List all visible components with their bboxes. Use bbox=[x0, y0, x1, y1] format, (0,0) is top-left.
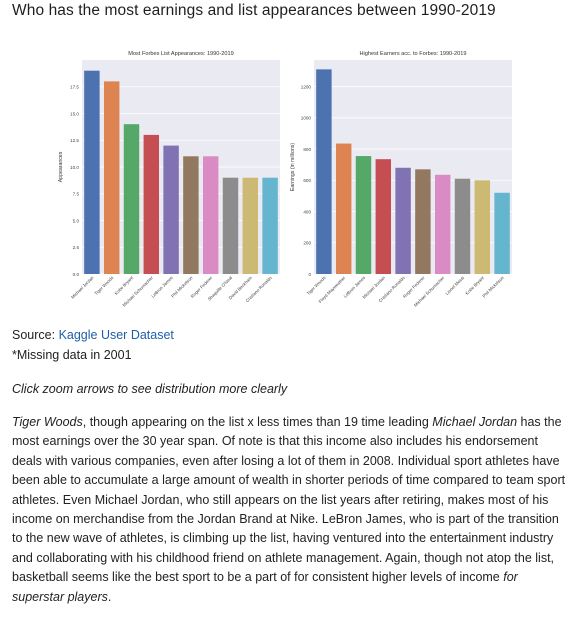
y-tick-label: 10.0 bbox=[70, 165, 79, 170]
y-tick-label: 200 bbox=[303, 241, 311, 246]
body-text-1: , though appearing on the list x less ti… bbox=[82, 415, 433, 429]
earnings-chart-svg: Highest Earners acc. to Forbes: 1990-201… bbox=[290, 51, 512, 308]
bar-lebron-james bbox=[355, 156, 372, 274]
y-tick-label: 1200 bbox=[301, 84, 312, 89]
x-tick-label-kobe-bryant: Kobe Bryant bbox=[464, 275, 485, 296]
bar-lebron-james bbox=[163, 145, 179, 274]
source-link[interactable]: Kaggle User Dataset bbox=[58, 328, 174, 342]
body-text-2: has the most earnings over the 30 year s… bbox=[12, 415, 566, 585]
x-tick-label-tiger-woods: Tiger Woods bbox=[93, 275, 115, 297]
y-tick-label: 17.5 bbox=[70, 85, 79, 90]
bar-roger-federer bbox=[415, 169, 431, 274]
bar-michael-jordan bbox=[84, 70, 100, 274]
y-axis-label: Appearances bbox=[58, 151, 64, 182]
missing-data-note: *Missing data in 2001 bbox=[12, 348, 132, 362]
bar-kobe-bryant bbox=[474, 180, 491, 274]
earnings-chart: Highest Earners acc. to Forbes: 1990-201… bbox=[284, 44, 524, 312]
bar-david-beckham bbox=[242, 177, 259, 274]
bar-cristiano-ronaldo bbox=[262, 177, 278, 274]
x-tick-label-michael-jordan: Michael Jordan bbox=[70, 275, 95, 300]
y-tick-label: 15.0 bbox=[70, 111, 79, 116]
page-title: Who has the most earnings and list appea… bbox=[12, 2, 496, 19]
bar-roger-federer bbox=[202, 156, 219, 274]
bar-tiger-woods bbox=[316, 69, 332, 275]
bar-michael-schumacher bbox=[434, 174, 451, 274]
bar-phil-mickelson bbox=[494, 192, 510, 274]
body-text-end: . bbox=[107, 589, 112, 604]
analysis-paragraph: Tiger Woods, though appearing on the lis… bbox=[12, 413, 568, 607]
superstar-emphasis: for superstar players bbox=[12, 570, 518, 604]
y-tick-label: 2.5 bbox=[73, 245, 80, 250]
bar-shaquille-o-neal bbox=[222, 177, 239, 274]
x-tick-label-kobe-bryant: Kobe Bryant bbox=[114, 275, 135, 296]
bar-michael-jordan bbox=[375, 159, 392, 274]
y-axis-label: Earnings (in millions) bbox=[290, 143, 296, 191]
y-tick-label: 0 bbox=[308, 272, 311, 277]
bar-floyd-mayweather bbox=[335, 143, 352, 274]
bar-tiger-woods bbox=[103, 81, 120, 275]
y-tick-label: 600 bbox=[303, 178, 311, 183]
y-tick-label: 5.0 bbox=[73, 218, 80, 223]
y-tick-label: 1000 bbox=[301, 116, 312, 121]
bar-lionel-messi bbox=[454, 178, 471, 274]
zoom-hint: Click zoom arrows to see distribution mo… bbox=[12, 382, 288, 396]
chart-title: Highest Earners acc. to Forbes: 1990-201… bbox=[360, 51, 467, 57]
x-tick-label-phil-mickelson: Phil Mickelson bbox=[481, 275, 505, 299]
bar-phil-mickelson bbox=[183, 156, 199, 274]
chart-title: Most Forbes List Appearances: 1990-2019 bbox=[128, 51, 233, 57]
y-tick-label: 400 bbox=[303, 209, 311, 214]
y-tick-label: 12.5 bbox=[70, 138, 79, 143]
x-tick-label-lionel-messi: Lionel Messi bbox=[444, 275, 465, 296]
michael-jordan-emphasis: Michael Jordan bbox=[432, 415, 518, 429]
source-line: Source: Kaggle User Dataset bbox=[12, 328, 174, 342]
appearances-chart: Most Forbes List Appearances: 1990-2019 A… bbox=[52, 44, 292, 312]
bar-kobe-bryant bbox=[123, 124, 140, 274]
bar-cristiano-ronaldo bbox=[395, 167, 411, 274]
y-tick-label: 7.5 bbox=[73, 192, 80, 197]
y-tick-label: 0.0 bbox=[73, 272, 80, 277]
source-prefix: Source: bbox=[12, 328, 59, 342]
tiger-woods-emphasis: Tiger Woods bbox=[12, 415, 83, 429]
appearances-chart-svg: Most Forbes List Appearances: 1990-2019 A… bbox=[58, 51, 280, 308]
y-tick-label: 800 bbox=[303, 147, 311, 152]
bar-michael-schumacher bbox=[143, 134, 160, 274]
